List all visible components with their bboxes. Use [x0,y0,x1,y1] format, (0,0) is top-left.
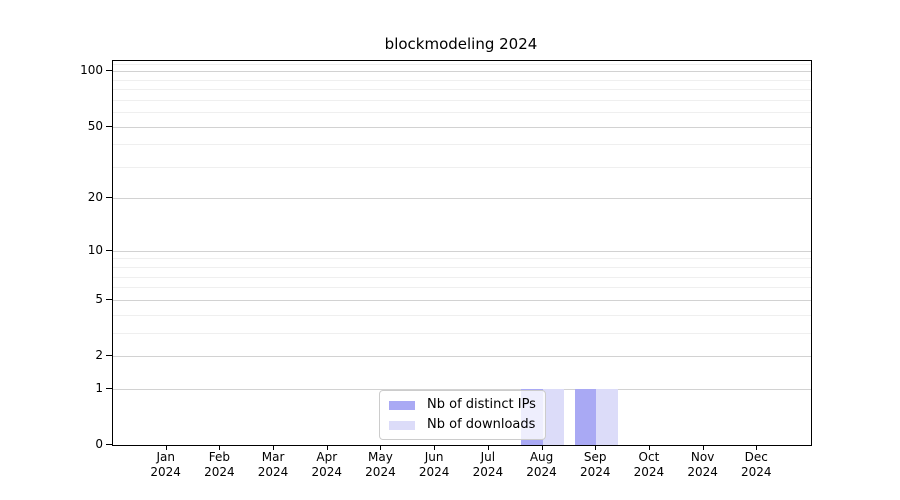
bar-sep-distinct-ips [574,388,597,445]
x-tick-label-line: Sep [583,450,607,464]
legend-item: Nb of distinct IPs [389,397,536,413]
gridline-minor [113,267,811,269]
gridline-minor [113,314,811,316]
x-tick-label-line: Oct [638,450,660,464]
gridline-minor [113,112,811,113]
y-tick-label: 1 [95,380,103,395]
x-tick-label-line: 2024 [633,465,665,479]
x-tick-label: Feb 2024 [189,450,249,480]
x-tick-label: Nov 2024 [673,450,733,480]
x-tick [595,445,597,450]
x-tick [541,445,543,450]
y-tick-label: 50 [87,118,103,133]
gridline-major [113,71,811,73]
x-tick-label: Jan 2024 [136,450,196,480]
x-tick-label-line: Feb [208,450,230,464]
x-tick [380,445,382,450]
x-tick-label-line: 2024 [311,465,343,479]
x-tick-label-line: Nov [690,450,715,464]
x-tick-label: Apr 2024 [297,450,357,480]
y-tick-label: 5 [95,291,103,306]
x-tick [273,445,275,450]
x-tick-label: Mar 2024 [243,450,303,480]
y-tick-label: 100 [80,63,103,78]
x-tick [434,445,436,450]
x-tick [702,445,704,450]
legend-swatch-downloads [389,420,415,430]
x-tick-label-line: Apr [316,450,338,464]
x-tick-label: Jul 2024 [458,450,518,480]
gridline-major [113,299,811,301]
x-tick [487,445,489,450]
bar-sep-downloads [596,388,618,445]
x-tick-label: Aug 2024 [512,450,572,480]
gridline-minor [113,258,811,260]
gridline-minor [113,63,811,65]
y-tick [106,444,112,445]
x-tick [165,445,167,450]
x-tick-label-line: Dec [744,450,768,464]
gridline-minor [113,332,811,334]
x-tick-label-line: Aug [529,450,554,464]
x-tick-label-line: 2024 [741,465,772,479]
y-tick [106,197,112,199]
x-tick-label: Sep 2024 [565,450,625,480]
x-tick-label-line: Jan [156,450,175,464]
x-tick-label-line: 2024 [365,465,396,479]
x-tick-label-line: 2024 [257,465,289,479]
gridline-minor [113,166,811,168]
x-tick-label-line: 2024 [150,465,181,479]
x-tick-label-line: 2024 [687,465,718,479]
gridline-minor [113,79,811,81]
legend-swatch-distinct-ips [389,400,415,410]
y-tick [106,387,112,389]
gridline-major [113,250,811,252]
x-tick-label-line: 2024 [418,465,450,479]
x-tick-label-line: Jun [424,450,444,464]
x-tick [326,445,328,450]
gridline-minor [113,287,811,289]
x-tick-label-line: Mar [261,450,285,464]
gridline-minor [113,276,811,278]
x-tick-label-line: Jul [480,450,496,464]
x-tick-label: May 2024 [350,450,410,480]
gridline-major [113,388,811,390]
gridline-major [113,356,811,357]
x-tick [219,445,221,450]
y-tick-label: 10 [87,242,103,257]
y-tick-label: 0 [95,437,103,451]
plot-area: Nb of distinct IPs Nb of downloads [112,60,812,446]
x-tick-label: Oct 2024 [619,450,679,480]
gridline-minor [113,99,811,101]
y-tick-label: 2 [95,348,103,362]
legend-item: Nb of downloads [389,417,536,433]
y-tick-label: 20 [87,190,103,205]
legend-label: Nb of downloads [427,417,536,432]
gridline-major [113,126,811,128]
chart-title: blockmodeling 2024 [384,35,538,53]
gridline-major [113,198,811,200]
x-tick [648,445,650,450]
x-tick-label-line: 2024 [579,465,611,479]
x-tick-label: Jun 2024 [404,450,464,480]
x-tick-label-line: 2024 [204,465,235,479]
bar-aug-downloads [542,388,564,445]
x-tick-label-line: 2024 [526,465,557,479]
y-tick [106,298,112,300]
y-tick [106,70,112,72]
legend-label: Nb of distinct IPs [427,397,536,412]
y-tick [106,249,112,251]
y-tick [106,125,112,127]
x-tick-label-line: May [368,450,393,464]
gridline-minor [113,89,811,91]
x-tick-label: Dec 2024 [726,450,786,480]
x-tick-label-line: 2024 [472,465,504,479]
x-tick [756,445,758,450]
legend: Nb of distinct IPs Nb of downloads [379,390,546,440]
gridline-minor [113,144,811,146]
y-tick [106,355,112,356]
